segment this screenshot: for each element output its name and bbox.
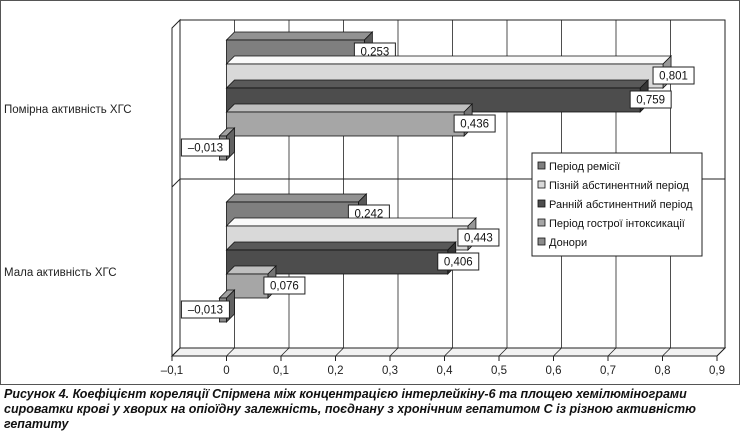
x-tick-label: 0,8: [655, 365, 671, 377]
x-tick-label: –0,1: [161, 365, 183, 377]
legend-label: Донори: [549, 237, 587, 249]
data-label-box: [453, 114, 496, 133]
data-label: 0,436: [460, 119, 489, 131]
bar: [226, 111, 465, 137]
legend-swatch: [537, 180, 546, 189]
x-tick-label: 0: [223, 365, 229, 377]
legend-label: Період ремісії: [549, 161, 620, 173]
data-label: 0,443: [464, 233, 493, 245]
bar-top: [225, 217, 477, 227]
data-label-box: [437, 252, 480, 271]
legend-swatch: [537, 237, 546, 246]
category-label-low: Мала активність ХГС: [4, 267, 117, 279]
data-label: 0,253: [360, 47, 389, 59]
data-label-box: [180, 138, 230, 157]
bar-top: [225, 241, 457, 251]
data-label-box: [629, 90, 672, 109]
data-label: 0,076: [270, 281, 299, 293]
floor-gridline: [335, 347, 344, 357]
x-tick-label: 0,5: [491, 365, 507, 377]
floor-gridline: [662, 347, 671, 357]
x-tick-label: 0,6: [546, 365, 562, 377]
category-label-moderate: Помірна активність ХГС: [4, 104, 132, 116]
floor-gridline: [716, 347, 726, 357]
floor-gridline: [226, 347, 235, 357]
figure-caption: Рисунок 4. Коефіцієнт кореляції Спірмена…: [4, 387, 696, 431]
legend-label: Період гострої інтоксикації: [549, 218, 685, 230]
legend: [531, 152, 703, 257]
legend-swatch: [537, 199, 546, 208]
chart-frame: [0, 0, 740, 385]
x-tick-label: 0,2: [328, 365, 344, 377]
data-label-box: [457, 228, 500, 247]
data-label: –0,013: [188, 305, 223, 317]
data-label: 0,242: [354, 209, 383, 221]
bar-top: [225, 193, 368, 203]
category-divider: [171, 178, 181, 188]
floor-gridline: [444, 347, 453, 357]
bar-top: [225, 265, 277, 275]
bar-top: [225, 31, 374, 41]
x-tick-label: 0,9: [709, 365, 725, 377]
floor-gridline: [607, 347, 617, 357]
bar-top: [225, 79, 650, 89]
chart: –0,1 0 0,1 0,2 0,3 0,4 0,5 0,6 0,7 0,8 0,9 0,253 0,8…: [161, 18, 727, 377]
data-label-box: [652, 66, 695, 85]
bar-top: [225, 55, 673, 65]
legend-label: Ранній абстинентний період: [549, 199, 693, 211]
x-tick-label: 0,1: [273, 365, 289, 377]
x-tick-label: 0,4: [437, 365, 454, 377]
data-label-box: [180, 300, 230, 319]
floor-gridline: [171, 347, 181, 357]
data-label: –0,013: [188, 143, 223, 155]
data-label-box: [263, 276, 306, 295]
x-tick-label: 0,7: [600, 365, 616, 377]
floor-gridline: [553, 347, 562, 357]
data-label: 0,406: [444, 257, 473, 269]
side-wall: [171, 18, 181, 358]
data-label: 0,801: [659, 71, 688, 83]
floor-gridline: [280, 347, 290, 357]
bar-top: [225, 103, 474, 113]
data-label: 0,759: [636, 95, 665, 107]
legend-swatch: [537, 218, 546, 227]
x-tick-label: 0,3: [382, 365, 398, 377]
legend-label: Пізній абстинентний період: [549, 180, 689, 192]
floor-gridline: [389, 347, 399, 357]
floor-gridline: [498, 347, 508, 357]
legend-swatch: [537, 161, 546, 170]
